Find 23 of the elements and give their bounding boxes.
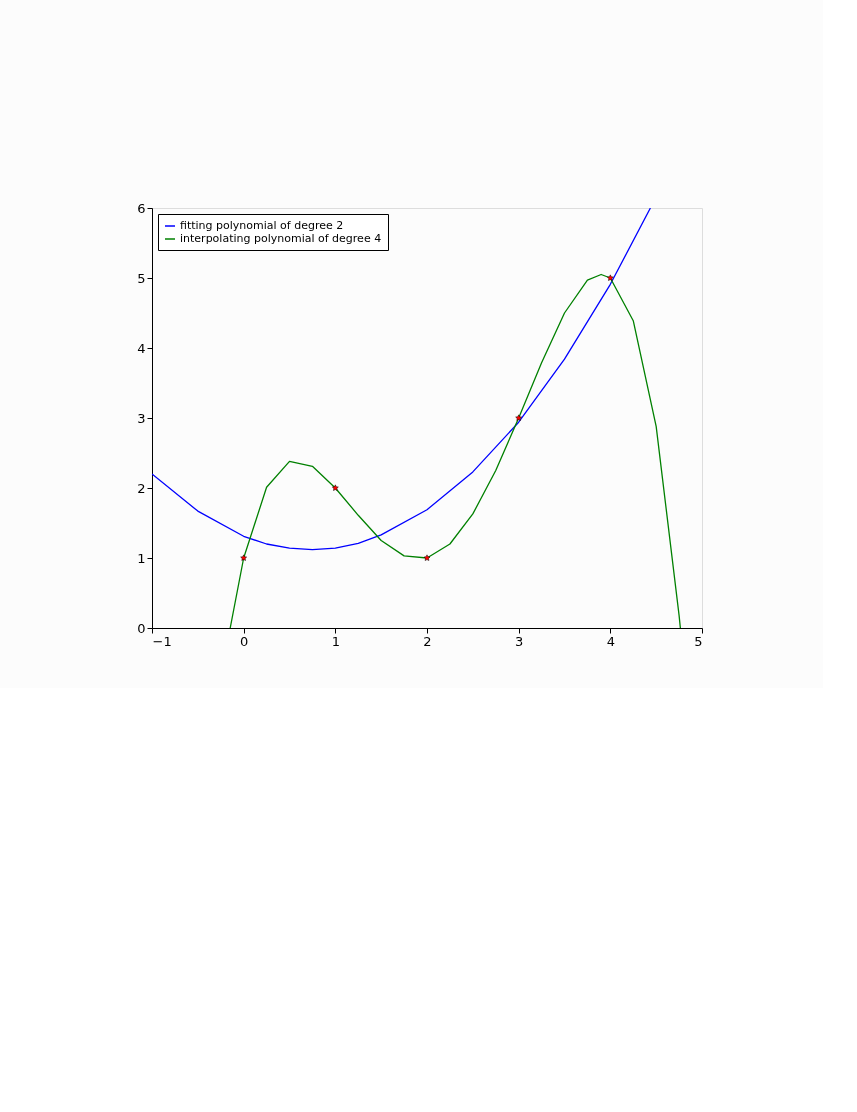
x-tick-label: 0 xyxy=(240,633,249,649)
y-tick-label: 1 xyxy=(137,550,146,566)
y-tick-label: 2 xyxy=(137,480,146,496)
x-tick-label: 5 xyxy=(694,633,703,649)
x-tick-label: −1 xyxy=(152,633,172,649)
x-tick-label: 4 xyxy=(606,633,615,649)
y-tick-label: 3 xyxy=(137,410,146,426)
legend-label: fitting polynomial of degree 2 xyxy=(180,219,344,232)
point xyxy=(423,554,431,561)
line-series xyxy=(152,208,652,551)
point xyxy=(607,274,614,281)
x-tick-label: 2 xyxy=(423,633,432,649)
y-tick-label: 0 xyxy=(137,620,146,636)
x-tick-label: 1 xyxy=(331,633,340,649)
point xyxy=(332,484,339,491)
line-series xyxy=(229,273,682,628)
point xyxy=(240,554,247,561)
legend-label: interpolating polynomial of degree 4 xyxy=(180,232,382,245)
point xyxy=(515,414,522,421)
y-tick-label: 4 xyxy=(137,340,146,356)
x-tick-label: 3 xyxy=(515,633,524,649)
y-tick-label: 5 xyxy=(137,270,146,286)
y-tick-label: 6 xyxy=(137,200,146,216)
